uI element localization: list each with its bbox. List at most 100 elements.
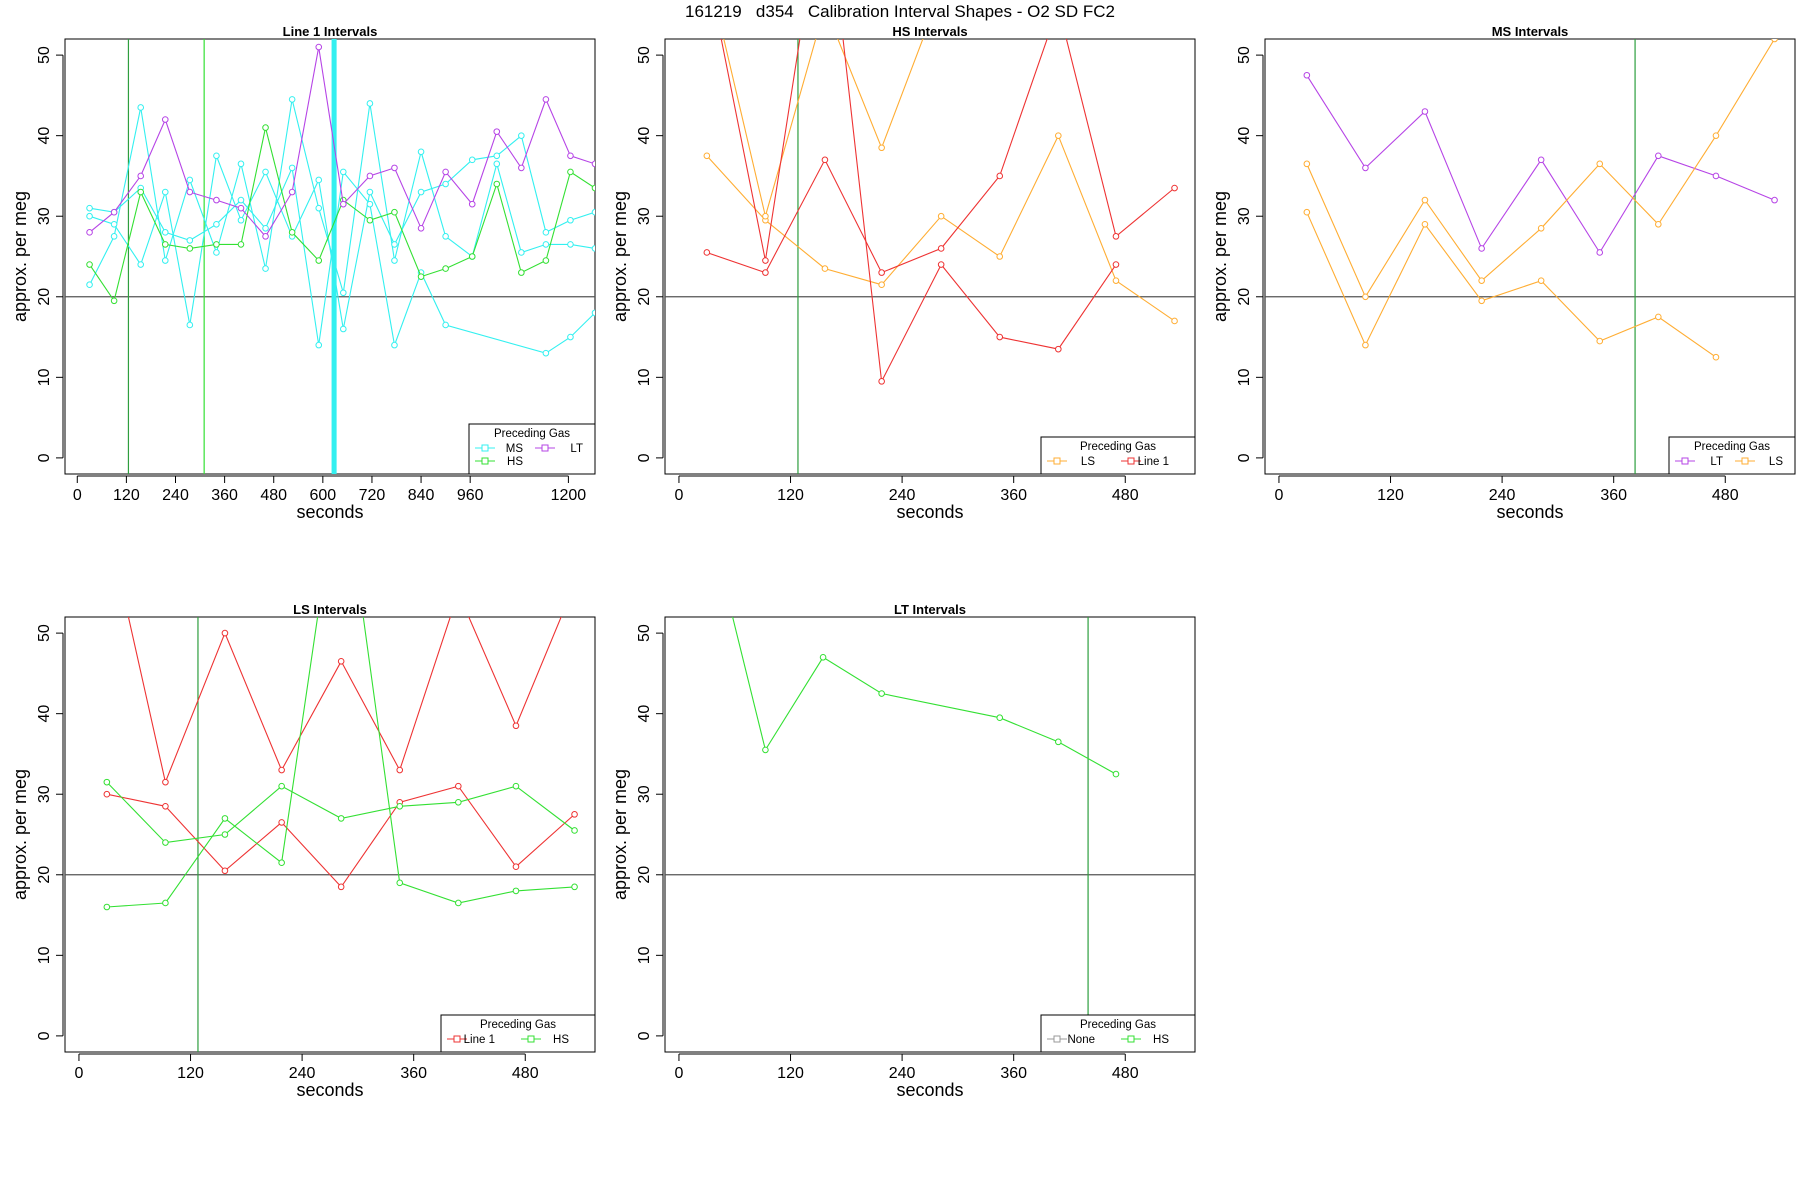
chart-1-series-ls-point: [937, 212, 945, 220]
chart-3-plot-frame: [64, 616, 596, 1053]
chart-3-series-hs-point: [396, 803, 404, 810]
chart-0-legend-swatch-marker: [481, 457, 489, 465]
chart-1-series-line-1-point: [1171, 184, 1178, 192]
chart-1-xtick-label: 240: [889, 487, 916, 504]
chart-4-legend: Preceding Gas None HS: [1040, 1014, 1196, 1053]
chart-1-legend-box: [1040, 436, 1196, 475]
chart-2-xtick-label: 480: [1712, 487, 1739, 504]
chart-0-series-ms-point: [542, 349, 550, 357]
chart-0-ytick-label: 50: [36, 46, 53, 64]
chart-0-ytick-label: 20: [36, 288, 53, 306]
chart-0-series-ms-point: [262, 265, 269, 272]
chart-3-series-hs-point: [162, 839, 169, 846]
chart-0-series-ms-point: [591, 208, 595, 216]
chart-3-series-hs-point: [512, 782, 520, 790]
chart-2-xtick-label: 0: [1274, 487, 1283, 504]
chart-2-series-ls-point: [1771, 39, 1778, 43]
chart-1-ytick-label: 10: [636, 368, 653, 386]
chart-0-series-lt-point: [110, 208, 118, 216]
chart-0-series-ms-point: [262, 168, 269, 176]
chart-3-ytick-label: 0: [36, 1031, 53, 1040]
chart-2-xlabel: seconds: [1496, 502, 1563, 522]
chart-0-series-hs-point: [86, 261, 93, 268]
panel-ms-intervals: MS Intervals seconds approx. per meg 0 120 24…: [1210, 24, 1796, 522]
chart-3-series-hs-line: [106, 781, 575, 844]
chart-3-series-line-1-point: [278, 766, 285, 774]
chart-0-series-hs-point: [137, 188, 145, 196]
chart-2-legend-label-lt: LT: [1710, 456, 1723, 468]
chart-3-series-hs-point: [337, 815, 345, 822]
chart-0-xtick-label: 480: [260, 487, 287, 504]
chart-1-series-ls-point: [821, 265, 829, 272]
chart-3-xlabel: seconds: [296, 1080, 363, 1100]
chart-0-series-ms-point: [340, 168, 347, 176]
chart-2-series-lt-point: [1478, 245, 1485, 252]
chart-0-series-lt-point: [366, 172, 374, 180]
chart-3-series-line-1-point: [221, 629, 229, 637]
chart-1-plot-frame: [664, 38, 1196, 475]
chart-0-series-lt-point: [493, 128, 501, 135]
chart-2-ytick-label: 10: [1236, 368, 1253, 386]
chart-1-ytick-label: 50: [636, 46, 653, 64]
chart-3-series-hs-point: [571, 827, 578, 834]
chart-3-series-hs-point: [571, 883, 578, 891]
chart-0-series-ms-point: [542, 229, 550, 236]
chart-1-series-line-1-point: [821, 156, 829, 164]
chart-2-series-ls-point: [1712, 353, 1720, 361]
chart-4-ytick-label: 0: [636, 1031, 653, 1040]
chart-3-legend-label-hs: HS: [553, 1034, 569, 1046]
chart-2-series-ls-point: [1303, 208, 1311, 216]
chart-0-series-ms-point: [186, 176, 194, 184]
chart-0-xtick-label: 600: [309, 487, 336, 504]
chart-0-series-ms-point: [161, 257, 169, 264]
chart-0-series-ms-point: [493, 152, 501, 160]
chart-0-series-ms-point: [213, 249, 220, 256]
chart-0-series-hs-point: [237, 241, 245, 248]
chart-2-series-ls-line: [1306, 39, 1775, 298]
chart-0-series-hs-point: [518, 269, 525, 276]
chart-0-series-ms-point: [110, 233, 118, 240]
chart-3-series-line-1-point: [512, 863, 520, 871]
chart-3-series-line-1-point: [221, 867, 229, 875]
chart-4-title: LT Intervals: [894, 602, 966, 617]
chart-0-xtick-label: 960: [457, 487, 484, 504]
chart-4-ytick-label: 10: [636, 946, 653, 964]
chart-3-legend-swatch-marker: [453, 1035, 461, 1043]
chart-4-xtick-label: 480: [1112, 1065, 1139, 1082]
chart-0-series-lt-point: [161, 116, 169, 123]
chart-0-series-ms-point: [518, 249, 525, 256]
chart-0-series-hs-point: [213, 241, 220, 248]
chart-2-series-ls-line: [1306, 211, 1717, 358]
chart-2-plot-frame: [1264, 38, 1796, 475]
chart-2-legend-swatch-marker: [1741, 457, 1749, 465]
chart-3-xtick-label: 480: [512, 1065, 539, 1082]
chart-0-series-ms-point: [340, 289, 347, 297]
chart-2-series-lt-point: [1421, 108, 1429, 115]
chart-1-ytick-label: 0: [636, 453, 653, 462]
chart-3-xtick-label: 240: [289, 1065, 316, 1082]
chart-4-legend-box: [1040, 1014, 1196, 1053]
chart-1-legend-label-line-1: Line 1: [1138, 456, 1169, 468]
chart-3-series-line-1-point: [455, 782, 462, 790]
chart-1-xtick-label: 480: [1112, 487, 1139, 504]
chart-2-ytick-label: 40: [1236, 127, 1253, 145]
chart-1-series-ls-point: [1055, 132, 1062, 139]
chart-4-legend-title: Preceding Gas: [1080, 1019, 1156, 1031]
chart-0-series-lt-point: [468, 200, 476, 208]
chart-0-series-lt-line: [89, 47, 595, 238]
chart-0-series-ms-point: [86, 212, 93, 220]
chart-2-series-ls-point: [1537, 225, 1545, 232]
chart-0-series-lt-point: [591, 160, 595, 168]
chart-4-ytick-label: 20: [636, 866, 653, 884]
chart-1-legend-title: Preceding Gas: [1080, 441, 1156, 453]
chart-2-series-ls-point: [1655, 313, 1662, 321]
chart-2-ytick-label: 50: [1236, 46, 1253, 64]
chart-1-legend: Preceding Gas LS Line 1: [1040, 436, 1196, 475]
chart-0-plot-area: [65, 39, 595, 474]
chart-3-legend-swatch-marker: [527, 1035, 535, 1043]
chart-0-series-ms-point: [315, 341, 323, 349]
chart-3-series-hs-point: [221, 831, 229, 838]
chart-4-xlabel: seconds: [896, 1080, 963, 1100]
chart-4-series-hs-point: [819, 653, 827, 661]
chart-0-series-lt-point: [237, 204, 245, 212]
